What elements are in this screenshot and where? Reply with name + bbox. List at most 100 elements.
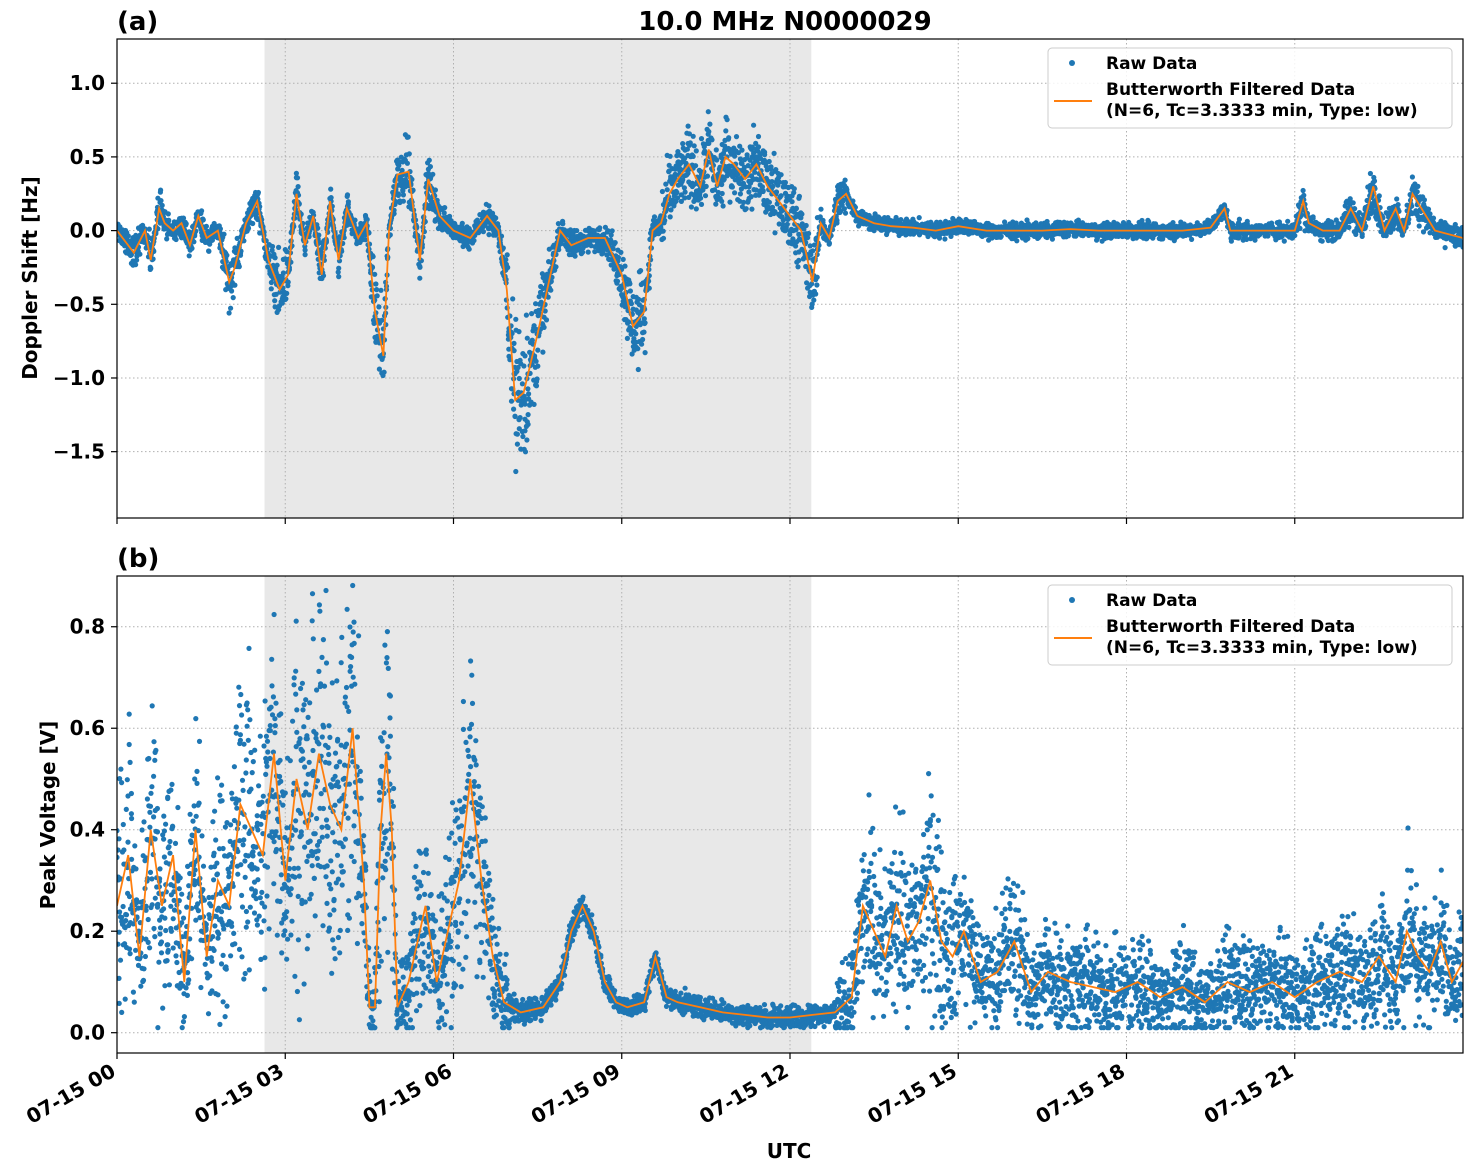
raw-data-point <box>514 368 520 374</box>
raw-data-point <box>739 147 745 153</box>
raw-data-point <box>186 253 192 259</box>
raw-data-point <box>793 243 799 249</box>
raw-data-point <box>803 222 809 229</box>
raw-data-point <box>612 240 618 246</box>
raw-data-point <box>641 316 647 322</box>
raw-data-point <box>677 168 683 174</box>
raw-data-point <box>635 366 641 373</box>
raw-data-point <box>516 375 522 382</box>
raw-data-point <box>515 364 521 371</box>
raw-data-point <box>678 192 685 198</box>
raw-data-point <box>373 281 379 287</box>
raw-data-point <box>164 236 170 242</box>
raw-data-point <box>614 278 621 284</box>
raw-data-point <box>521 363 527 369</box>
raw-data-point <box>272 304 278 310</box>
raw-data-point <box>814 274 820 280</box>
raw-data-point <box>224 252 230 258</box>
raw-data-point <box>641 329 647 335</box>
raw-data-point <box>1265 232 1271 239</box>
raw-data-point <box>628 301 635 307</box>
raw-data-point <box>274 262 280 268</box>
raw-data-point <box>1319 238 1325 244</box>
raw-data-point <box>1073 233 1079 239</box>
raw-data-point <box>1244 218 1250 224</box>
raw-data-point <box>165 211 171 217</box>
raw-data-point <box>805 235 811 241</box>
raw-data-point <box>276 244 282 250</box>
raw-data-point <box>522 449 529 455</box>
raw-data-point <box>228 305 234 311</box>
raw-data-point <box>395 192 401 198</box>
raw-data-point <box>427 164 433 170</box>
raw-data-point <box>690 133 696 139</box>
raw-data-point <box>525 412 531 418</box>
raw-data-point <box>769 179 775 185</box>
raw-data-point <box>782 179 789 186</box>
raw-data-point <box>712 187 718 193</box>
raw-data-point <box>751 150 757 156</box>
raw-data-point <box>370 254 376 260</box>
raw-data-point <box>686 131 693 137</box>
raw-data-point <box>1049 236 1055 242</box>
raw-data-point <box>335 269 341 275</box>
raw-data-point <box>1346 224 1352 230</box>
raw-data-point <box>753 140 759 146</box>
raw-data-point <box>752 169 758 175</box>
raw-data-point <box>793 205 799 211</box>
raw-data-point <box>719 181 725 188</box>
raw-data-point <box>1356 210 1362 216</box>
raw-data-point <box>916 215 922 221</box>
raw-data-point <box>726 135 732 141</box>
raw-data-point <box>682 189 688 195</box>
raw-data-point <box>768 164 774 170</box>
raw-data-point <box>622 263 628 269</box>
raw-data-point <box>693 163 699 169</box>
raw-data-point <box>466 246 472 252</box>
raw-data-point <box>191 239 197 245</box>
raw-data-point <box>344 192 351 198</box>
raw-data-point <box>529 337 535 343</box>
raw-data-point <box>426 157 432 163</box>
raw-data-point <box>627 288 634 294</box>
raw-data-point <box>211 220 217 227</box>
raw-data-point <box>678 198 685 204</box>
raw-data-point <box>675 195 681 201</box>
raw-data-point <box>1139 217 1145 224</box>
raw-data-point <box>663 181 669 187</box>
raw-data-point <box>745 163 751 169</box>
raw-data-point <box>600 250 606 256</box>
raw-data-point <box>223 287 229 293</box>
raw-data-point <box>740 199 747 205</box>
raw-data-point <box>524 335 530 341</box>
raw-data-point <box>635 346 641 352</box>
raw-data-point <box>273 291 279 297</box>
raw-data-point <box>513 316 519 322</box>
raw-data-point <box>771 150 777 156</box>
raw-data-point <box>406 151 412 157</box>
raw-data-point <box>762 152 768 158</box>
raw-data-point <box>698 136 705 142</box>
raw-data-point <box>721 176 727 182</box>
raw-data-point <box>279 300 285 306</box>
raw-data-point <box>724 117 730 123</box>
raw-data-point <box>688 204 695 210</box>
raw-data-point <box>639 341 645 347</box>
raw-data-point <box>703 183 709 189</box>
raw-data-point <box>690 153 696 159</box>
raw-data-point <box>417 275 423 281</box>
raw-data-point <box>707 121 713 127</box>
raw-data-point <box>706 129 712 135</box>
raw-data-point <box>534 376 540 382</box>
raw-data-point <box>512 413 518 420</box>
raw-data-point <box>814 282 820 288</box>
raw-data-point <box>774 201 780 207</box>
raw-data-point <box>742 184 749 190</box>
raw-data-point <box>732 153 738 159</box>
raw-data-point <box>1350 200 1356 206</box>
raw-data-point <box>659 188 666 195</box>
raw-data-point <box>811 297 817 303</box>
raw-data-point <box>226 310 232 316</box>
shaded-region-a <box>264 39 812 518</box>
raw-data-point <box>998 233 1004 239</box>
